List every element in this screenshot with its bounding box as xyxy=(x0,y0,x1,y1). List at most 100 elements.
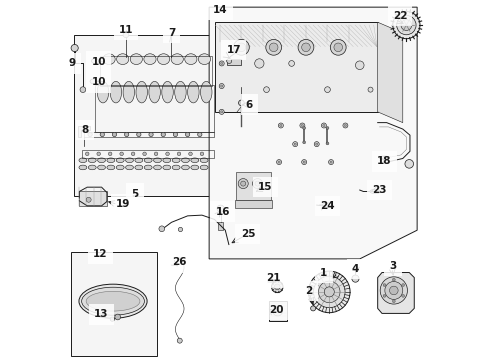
Ellipse shape xyxy=(98,158,105,163)
Ellipse shape xyxy=(163,165,171,170)
Text: 24: 24 xyxy=(320,201,335,211)
Circle shape xyxy=(298,40,314,55)
Text: 9: 9 xyxy=(69,58,75,68)
Ellipse shape xyxy=(130,54,143,64)
Ellipse shape xyxy=(162,81,173,103)
Circle shape xyxy=(143,152,147,156)
Ellipse shape xyxy=(172,158,180,163)
Circle shape xyxy=(154,152,158,156)
Text: 4: 4 xyxy=(352,264,359,274)
Ellipse shape xyxy=(107,158,115,163)
Circle shape xyxy=(323,125,325,127)
Ellipse shape xyxy=(175,81,186,103)
Text: 14: 14 xyxy=(213,5,227,15)
Circle shape xyxy=(219,84,224,89)
Circle shape xyxy=(110,317,115,321)
Circle shape xyxy=(80,87,86,93)
Ellipse shape xyxy=(188,81,199,103)
Circle shape xyxy=(294,143,296,145)
Text: 21: 21 xyxy=(267,273,281,283)
Circle shape xyxy=(123,32,129,38)
Ellipse shape xyxy=(153,165,161,170)
Polygon shape xyxy=(77,126,90,137)
Circle shape xyxy=(161,132,166,136)
Ellipse shape xyxy=(86,291,140,311)
Ellipse shape xyxy=(117,54,129,64)
Bar xyxy=(95,85,214,132)
Circle shape xyxy=(255,181,260,186)
Bar xyxy=(236,172,271,200)
Circle shape xyxy=(303,127,306,130)
Text: 5: 5 xyxy=(131,189,139,199)
Ellipse shape xyxy=(98,165,105,170)
Circle shape xyxy=(329,159,334,165)
Circle shape xyxy=(264,87,270,93)
Circle shape xyxy=(266,40,282,55)
Circle shape xyxy=(314,276,345,308)
Text: 1: 1 xyxy=(320,268,327,278)
Circle shape xyxy=(324,287,334,297)
Text: 26: 26 xyxy=(172,257,187,267)
Circle shape xyxy=(85,152,89,156)
Circle shape xyxy=(112,132,117,136)
Ellipse shape xyxy=(88,158,96,163)
Circle shape xyxy=(303,141,306,144)
Circle shape xyxy=(220,111,223,113)
Circle shape xyxy=(352,275,359,282)
Circle shape xyxy=(177,338,182,343)
Circle shape xyxy=(343,123,348,128)
Circle shape xyxy=(278,161,280,163)
Bar xyxy=(84,132,214,137)
Circle shape xyxy=(401,20,412,31)
Ellipse shape xyxy=(191,165,199,170)
Circle shape xyxy=(309,271,350,313)
Circle shape xyxy=(220,62,223,64)
Text: 10: 10 xyxy=(92,57,106,67)
Circle shape xyxy=(334,43,343,51)
Ellipse shape xyxy=(125,158,133,163)
Circle shape xyxy=(124,132,129,136)
Text: 6: 6 xyxy=(245,100,253,110)
Circle shape xyxy=(252,179,263,189)
Text: 7: 7 xyxy=(168,28,175,38)
Circle shape xyxy=(392,300,395,303)
Circle shape xyxy=(355,61,364,69)
Ellipse shape xyxy=(144,54,156,64)
Circle shape xyxy=(178,227,183,231)
Circle shape xyxy=(318,281,340,303)
Circle shape xyxy=(97,152,100,156)
Circle shape xyxy=(385,282,403,300)
Bar xyxy=(269,301,287,320)
Ellipse shape xyxy=(172,165,180,170)
Text: 20: 20 xyxy=(270,305,284,315)
Circle shape xyxy=(108,152,112,156)
Polygon shape xyxy=(378,22,403,123)
Circle shape xyxy=(159,226,165,231)
Circle shape xyxy=(219,109,224,114)
Circle shape xyxy=(149,132,153,136)
Bar xyxy=(71,252,157,356)
Circle shape xyxy=(383,294,386,297)
Circle shape xyxy=(321,123,326,128)
Text: 13: 13 xyxy=(94,310,109,319)
Bar xyxy=(74,35,220,196)
Ellipse shape xyxy=(97,81,109,103)
Circle shape xyxy=(303,161,305,163)
Circle shape xyxy=(220,85,223,87)
Circle shape xyxy=(324,87,330,93)
Circle shape xyxy=(238,179,248,189)
Ellipse shape xyxy=(90,79,97,84)
Ellipse shape xyxy=(185,54,197,64)
Circle shape xyxy=(397,15,416,35)
Ellipse shape xyxy=(110,81,122,103)
Circle shape xyxy=(100,132,104,136)
Bar xyxy=(82,149,214,158)
Ellipse shape xyxy=(144,165,152,170)
Ellipse shape xyxy=(149,81,160,103)
Polygon shape xyxy=(378,273,414,314)
Text: 23: 23 xyxy=(372,185,387,195)
Circle shape xyxy=(71,44,78,51)
Circle shape xyxy=(120,152,123,156)
Ellipse shape xyxy=(92,58,98,63)
Circle shape xyxy=(330,161,332,163)
